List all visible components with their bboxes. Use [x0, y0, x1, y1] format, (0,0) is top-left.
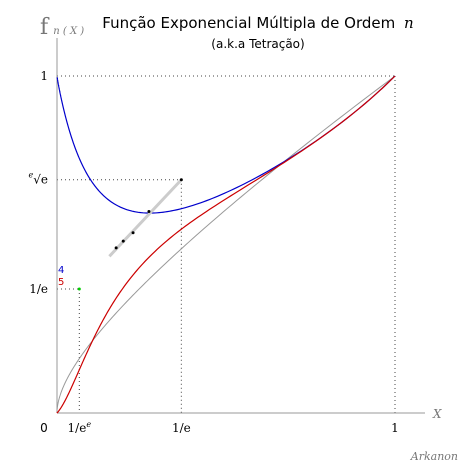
- series-label-5: 5: [58, 277, 64, 288]
- series-labels: 45: [58, 265, 64, 288]
- y-tick-text-2: 1/e: [29, 282, 48, 296]
- iteration-point-0: [179, 178, 183, 182]
- chart-title: Função Exponencial Múltipla de Ordem n: [102, 14, 413, 32]
- marks: [77, 178, 183, 291]
- chart-title-text: Função Exponencial Múltipla de Ordem: [102, 14, 395, 32]
- x-tick-label-0: 1/ee: [68, 420, 92, 435]
- marker-point: [77, 287, 81, 291]
- guide-lines: [57, 75, 396, 413]
- y-axis-label: f n ( X ): [40, 15, 84, 40]
- y-tick-text-1: √e: [33, 173, 48, 187]
- iteration-point-3: [121, 239, 125, 243]
- y-tick-label-2: 1/e: [29, 282, 48, 296]
- x-tick-label-1: 1/e: [172, 421, 191, 435]
- gray-curve: [56, 75, 396, 410]
- curves: [56, 75, 396, 414]
- y-axis-label-sub: n ( X ): [53, 26, 84, 37]
- series-label-4: 4: [58, 265, 64, 276]
- x-tick-text-2: 1: [391, 421, 399, 435]
- chart-title-variable: n: [404, 14, 414, 32]
- x-tick-text-1: 1/e: [172, 421, 191, 435]
- credit-label: Arkanon: [410, 450, 458, 463]
- y-tick-label-1: e√e: [29, 171, 48, 187]
- y-tick-label-0: 1: [40, 69, 48, 83]
- iteration-point-1: [147, 209, 151, 213]
- series-5-line: [56, 75, 396, 414]
- y-tick-text-0: 1: [40, 69, 48, 83]
- guide-segment: [108, 178, 183, 258]
- chart-subtitle: (a.k.a Tetração): [211, 37, 304, 51]
- x-tick-text-0: 1/e: [68, 421, 87, 435]
- iteration-point-4: [114, 246, 118, 250]
- y-axis-label-main: f: [40, 15, 50, 40]
- x-tick-sup-0: e: [86, 420, 91, 429]
- y-tick-root-index-1: e: [29, 171, 34, 180]
- x-tick-label-2: 1: [391, 421, 399, 435]
- axes: [56, 38, 425, 414]
- tick-labels: 1/ee 1/e 11e√e1/e: [29, 69, 399, 435]
- origin-label: 0: [40, 421, 48, 435]
- x-axis-label: X: [432, 407, 442, 421]
- iteration-point-2: [131, 231, 135, 235]
- series-4-line: [56, 75, 396, 214]
